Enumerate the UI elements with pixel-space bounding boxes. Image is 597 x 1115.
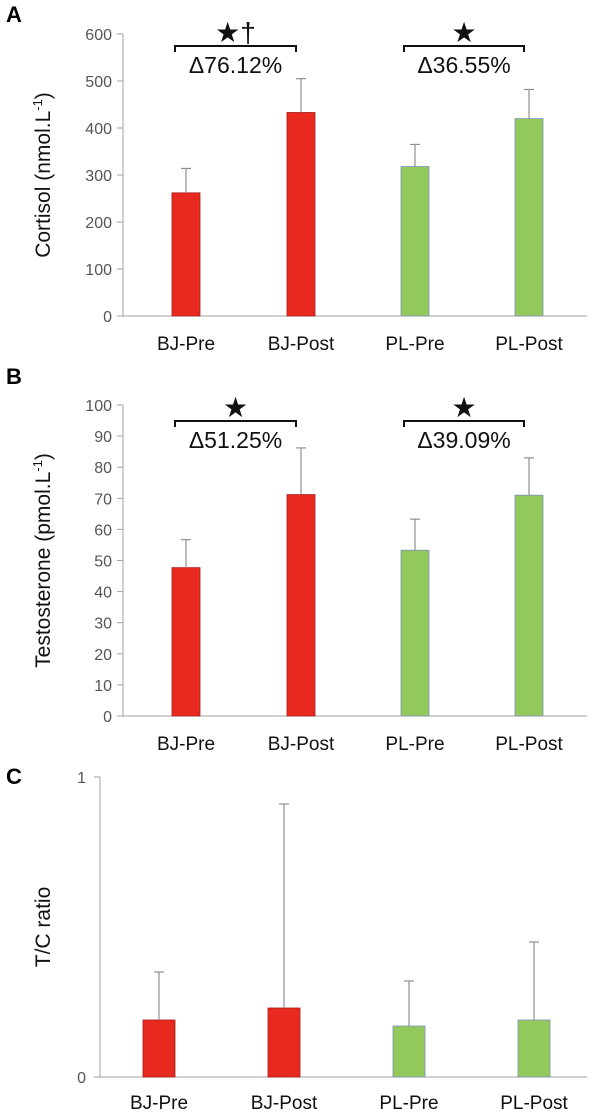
panel-b-sig-bracket	[174, 420, 297, 427]
panel-a-sig-mark: ★	[451, 17, 476, 48]
panel-a: A 0 100 200 300 400 500 600 Cortisol (nmol.L-1) B…	[6, 2, 587, 355]
panel-b-sig-mark: ★	[223, 392, 248, 423]
panel-a-y-tick-label: 200	[85, 215, 112, 232]
panel-c: C 0 1 T/C ratio BJ-Pre BJ-Post PL-Pre PL-Post	[6, 764, 587, 1114]
panel-b-sig-bracket	[403, 420, 525, 427]
panel-a-category-label: PL-Pre	[385, 334, 444, 355]
panel-b-y-tick-label: 10	[94, 678, 112, 695]
panel-b-y-tick-label: 40	[94, 585, 112, 602]
panel-b-y-tick-label: 50	[94, 554, 112, 571]
panel-b-letter: B	[6, 364, 22, 389]
panel-a-delta-label: Δ76.12%	[189, 52, 282, 78]
panel-b-y-tick-label: 90	[94, 429, 112, 446]
panel-a-bar-bj-post	[286, 112, 316, 317]
panel-c-y-tick-label: 0	[77, 1070, 86, 1087]
panel-a-y-axis-title: Cortisol (nmol.L-1)	[30, 92, 55, 258]
panel-c-category-label: BJ-Pre	[130, 1093, 188, 1114]
panel-a-sig-bracket	[174, 45, 297, 52]
panel-b-category-label: BJ-Post	[268, 734, 335, 755]
panel-a-y-tick-label: 600	[85, 27, 112, 44]
panel-a-y-tick-label: 500	[85, 74, 112, 91]
panel-b: B 0 10 20 30 40 50 60 70 80 90 100 Testosterone (pmo…	[6, 364, 587, 755]
panel-b-category-label: PL-Post	[495, 734, 563, 755]
panel-b-y-tick-label: 100	[85, 398, 112, 415]
panel-a-category-label: BJ-Post	[268, 334, 335, 355]
panel-a-letter: A	[6, 2, 22, 27]
panel-b-category-label: BJ-Pre	[157, 734, 215, 755]
panel-c-category-label: PL-Pre	[379, 1093, 438, 1114]
panel-c-y-axis-title: T/C ratio	[32, 887, 55, 968]
panel-b-y-tick-label: 70	[94, 491, 112, 508]
panel-a-y-tick-label: 400	[85, 121, 112, 138]
panel-b-category-label: PL-Pre	[385, 734, 444, 755]
panel-c-letter: C	[6, 764, 22, 789]
panel-a-y-tick-label: 0	[103, 309, 112, 326]
panel-c-y-tick-label: 1	[77, 770, 86, 787]
panel-a-bar-pl-pre	[400, 166, 430, 317]
panel-b-y-tick-label: 0	[103, 709, 112, 726]
panel-c-bar-pl-post	[517, 1019, 551, 1078]
panel-a-bar-bj-pre	[171, 192, 201, 317]
panel-a-y-tick-label: 300	[85, 168, 112, 185]
panel-b-delta-label: Δ39.09%	[417, 427, 510, 453]
panel-b-y-tick-label: 30	[94, 616, 112, 633]
panel-a-category-label: BJ-Pre	[157, 334, 215, 355]
panel-c-category-label: PL-Post	[500, 1093, 568, 1114]
panel-b-y-tick-label: 80	[94, 460, 112, 477]
panel-a-sig-bracket	[403, 45, 525, 52]
panel-b-y-tick-label: 60	[94, 522, 112, 539]
panel-b-bar-bj-post	[286, 494, 316, 717]
panel-b-sig-mark: ★	[451, 392, 476, 423]
panel-c-bar-pl-pre	[392, 1025, 426, 1078]
panel-b-bar-bj-pre	[171, 567, 201, 717]
panel-a-bar-pl-post	[514, 118, 544, 317]
panel-a-delta-label: Δ36.55%	[417, 52, 510, 78]
panel-c-category-label: BJ-Post	[251, 1093, 318, 1114]
panel-b-y-axis-title: Testosterone (pmol.L-1)	[30, 453, 55, 668]
panel-c-bar-bj-pre	[142, 1019, 176, 1078]
panel-b-y-tick-label: 20	[94, 647, 112, 664]
panel-a-sig-mark: ★†	[215, 17, 256, 48]
panel-b-bar-pl-pre	[400, 549, 430, 717]
panel-b-bar-pl-post	[514, 494, 544, 717]
panel-a-y-tick-label: 100	[85, 262, 112, 279]
panel-a-category-label: PL-Post	[495, 334, 563, 355]
panel-c-bar-bj-post	[267, 1007, 301, 1078]
panel-b-delta-label: Δ51.25%	[189, 427, 282, 453]
